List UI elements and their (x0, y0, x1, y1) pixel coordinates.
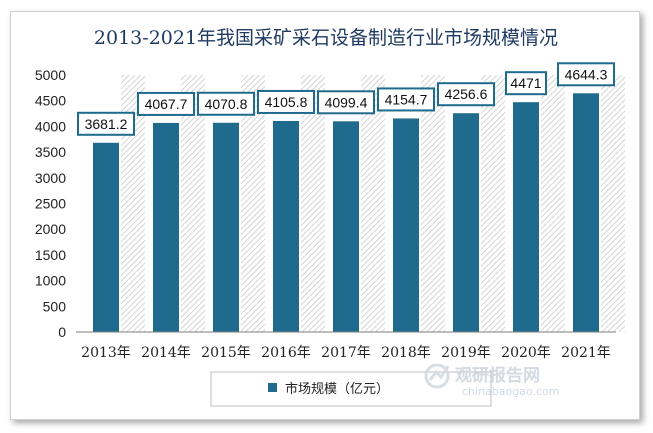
y-tick-label: 500 (43, 298, 67, 314)
data-label-box (377, 87, 435, 112)
watermark-logo-icon (424, 363, 450, 389)
bar-background (421, 75, 445, 332)
bar (393, 118, 419, 332)
y-tick-label: 3500 (35, 144, 66, 160)
data-label: 4154.7 (385, 91, 428, 107)
data-label-box (505, 71, 547, 96)
y-tick-label: 5000 (35, 67, 66, 83)
bar-background (481, 75, 505, 332)
data-label: 4644.3 (565, 66, 608, 82)
y-tick-label: 4000 (35, 118, 66, 134)
bar-background (601, 75, 625, 332)
x-tick-label: 2017年 (321, 345, 371, 361)
data-label: 4471 (510, 75, 541, 91)
data-label: 4099.4 (325, 94, 368, 110)
bar (513, 102, 539, 332)
bar (333, 121, 359, 333)
x-tick-label: 2014年 (141, 345, 191, 361)
x-tick-label: 2019年 (441, 345, 491, 361)
data-label: 4105.8 (265, 94, 308, 110)
watermark-sub: chinabaogao.com (462, 385, 560, 398)
data-label: 3681.2 (85, 116, 128, 132)
data-label-box (557, 62, 615, 87)
y-tick-label: 4500 (35, 93, 66, 109)
y-tick-label: 3000 (35, 170, 66, 186)
x-tick-label: 2015年 (201, 345, 251, 361)
data-label-box (437, 82, 495, 107)
x-tick-label: 2016年 (261, 345, 311, 361)
bar (153, 122, 179, 332)
data-label-box (197, 91, 255, 116)
watermark: 观研报告网 chinabaogao.com (424, 363, 560, 398)
y-tick-label: 2000 (35, 221, 66, 237)
bar (573, 93, 599, 332)
bar (273, 120, 299, 332)
data-label-box (137, 91, 195, 116)
data-label: 4256.6 (445, 86, 488, 102)
x-tick-label: 2018年 (381, 345, 431, 361)
chart-title: 2013-2021年我国采矿采石设备制造行业市场规模情况 (94, 27, 558, 49)
x-tick-label: 2013年 (81, 345, 131, 361)
bar (453, 113, 479, 333)
bar-background (361, 75, 385, 332)
watermark-main: 观研报告网 (454, 365, 540, 386)
bar-background (541, 75, 565, 332)
y-tick-label: 2500 (35, 196, 66, 212)
bar-background (241, 75, 265, 332)
data-label-box (257, 89, 315, 114)
y-tick-label: 1500 (35, 247, 66, 263)
legend-label: 市场规模（亿元） (285, 381, 389, 397)
x-tick-label: 2021年 (561, 345, 611, 361)
bar-background (181, 75, 205, 332)
data-label-box (317, 90, 375, 115)
x-tick-label: 2020年 (501, 345, 551, 361)
bar (213, 122, 239, 332)
legend-swatch (268, 383, 277, 392)
legend: 市场规模（亿元） (210, 371, 492, 407)
y-tick-label: 1000 (35, 273, 66, 289)
bar-background (301, 75, 325, 332)
data-label: 4070.8 (205, 96, 248, 112)
data-label-box (77, 111, 135, 136)
y-tick-label: 0 (58, 324, 66, 340)
legend-box (210, 371, 492, 407)
data-label: 4067.7 (145, 96, 188, 112)
bar (93, 142, 119, 332)
